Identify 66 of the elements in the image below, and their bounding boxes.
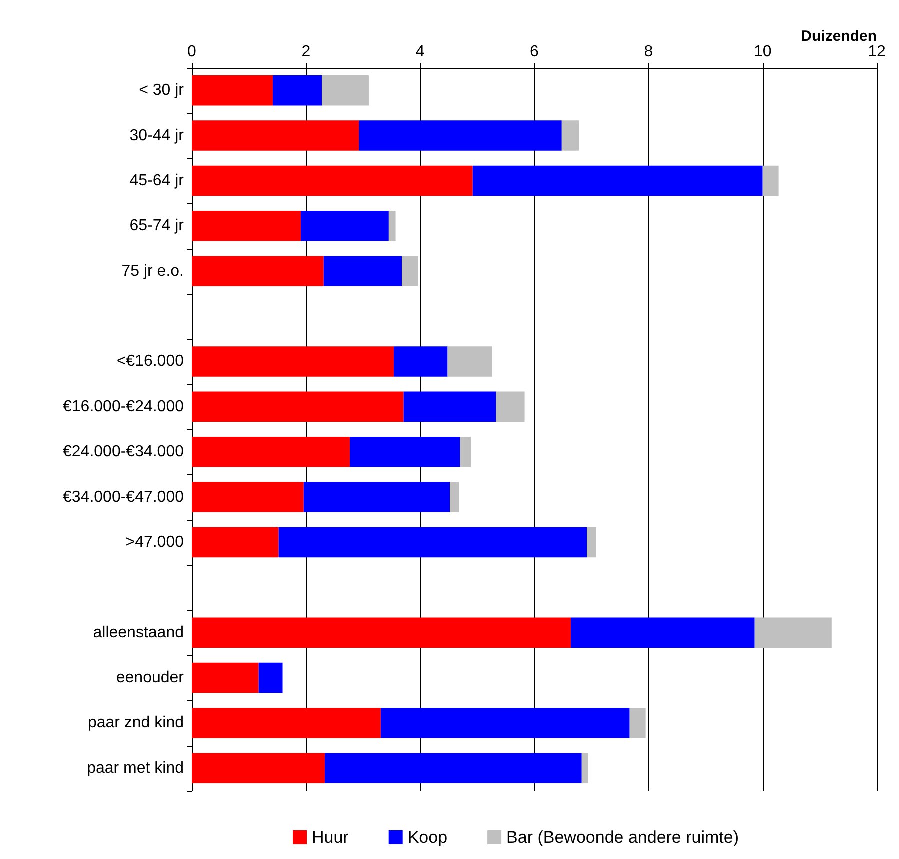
y-tick-label: €16.000-€24.000 [63, 398, 184, 416]
x-tick-label: 4 [416, 44, 425, 60]
bar [324, 256, 402, 286]
legend-label: Huur [312, 828, 350, 847]
bar [562, 120, 580, 151]
bar [404, 392, 496, 422]
bar [192, 527, 279, 558]
bar [762, 166, 779, 196]
y-tick-label: alleenstaand [93, 624, 184, 642]
x-axis-title: Duizenden [801, 28, 877, 45]
bar [394, 346, 448, 377]
legend-label: Bar (Bewoonde andere ruimte) [506, 828, 740, 847]
bar [192, 436, 350, 468]
x-tick-label: 2 [302, 44, 311, 60]
bar [192, 256, 324, 286]
bar [258, 662, 283, 694]
bar [192, 166, 473, 196]
bar [448, 346, 492, 377]
bar [192, 120, 360, 151]
bar [192, 211, 302, 242]
y-tick-label: < 30 jr [139, 82, 185, 100]
bar [192, 618, 572, 648]
y-tick-label: 65-74 jr [130, 218, 185, 235]
x-tick-label: 10 [754, 44, 772, 60]
bar [630, 708, 646, 738]
bar [582, 753, 588, 784]
bar [322, 75, 369, 106]
bar [472, 166, 763, 196]
y-tick-label: paar znd kind [88, 714, 184, 732]
bar [301, 211, 389, 242]
y-tick-label: 45-64 jr [130, 172, 185, 190]
bar [359, 120, 562, 151]
y-tick-label: €24.000-€34.000 [63, 444, 184, 461]
bar [192, 662, 259, 694]
bar [192, 75, 274, 106]
x-tick-label: 0 [188, 44, 197, 60]
x-tick-label: 8 [644, 44, 654, 60]
bar [571, 618, 755, 648]
bar [192, 753, 326, 784]
y-tick-label: >47.000 [126, 534, 184, 551]
bar [350, 436, 460, 468]
bar [192, 392, 404, 422]
x-tick-label: 12 [868, 44, 886, 60]
y-tick-label: €34.000-€47.000 [63, 488, 184, 506]
x-tick-label: 6 [530, 44, 540, 60]
bar [460, 436, 472, 468]
bar [587, 527, 596, 558]
bar [192, 482, 304, 512]
y-tick-label: 30-44 jr [130, 127, 185, 144]
bar [192, 346, 394, 377]
bar [304, 482, 450, 512]
y-tick-label: paar met kind [87, 760, 184, 777]
bar [496, 392, 525, 422]
bar [273, 75, 322, 106]
bar [380, 708, 630, 738]
y-tick-label: eenouder [116, 670, 185, 687]
bar [325, 753, 582, 784]
bar [388, 211, 396, 242]
bar [754, 618, 832, 648]
y-tick-label: 75 jr e.o. [122, 262, 184, 280]
bar [192, 708, 381, 738]
bar [278, 527, 588, 558]
bar [402, 256, 418, 286]
legend-label: Koop [408, 828, 448, 847]
y-tick-label: <€16.000 [116, 353, 184, 370]
bar [450, 482, 460, 512]
